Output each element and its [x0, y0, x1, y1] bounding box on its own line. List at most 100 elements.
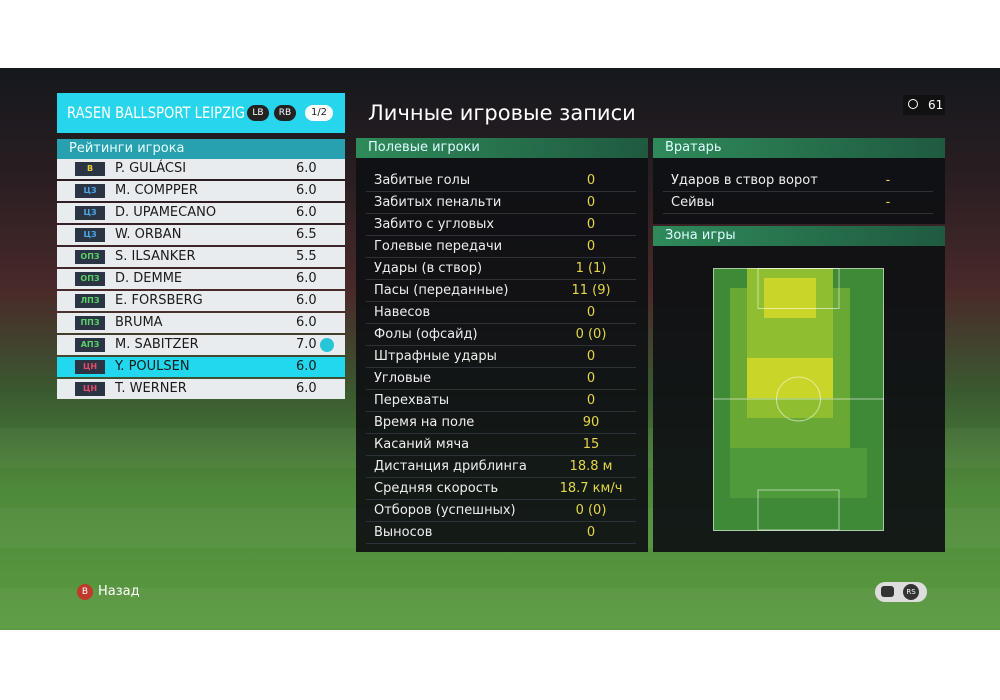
player-row[interactable]: ЦЗ D. UPAMECANO 6.0 [57, 203, 345, 223]
stat-value: 0 [586, 393, 596, 408]
stat-label: Забитых пенальти [374, 195, 502, 210]
player-name: W. ORBAN [115, 227, 182, 242]
goalkeeper-heading: Вратарь [653, 138, 945, 158]
stat-value: 0 [586, 305, 596, 320]
player-row[interactable]: ЛПЗ E. FORSBERG 6.0 [57, 291, 345, 311]
player-name: M. SABITZER [115, 337, 199, 352]
player-rating: 6.0 [296, 271, 317, 286]
stat-row: Удары (в створ) 1 (1) [366, 258, 636, 280]
player-row[interactable]: АПЗ M. SABITZER 7.0 [57, 335, 345, 355]
stat-row: Отборов (успешных) 0 (0) [366, 500, 636, 522]
position-badge: ЛПЗ [75, 294, 105, 308]
stat-value: 0 [586, 173, 596, 188]
lb-button[interactable]: LB [247, 105, 269, 121]
stat-label: Время на поле [374, 415, 475, 430]
stat-row: Угловые 0 [366, 368, 636, 390]
pitch-stripe [0, 588, 1000, 628]
player-rating: 7.0 [296, 337, 317, 352]
stat-label: Угловые [374, 371, 431, 386]
stat-row: Время на поле 90 [366, 412, 636, 434]
stat-label: Пасы (переданные) [374, 283, 509, 298]
stat-label: Сейвы [671, 195, 715, 210]
player-row[interactable]: В P. GULÁCSI 6.0 [57, 159, 345, 179]
player-name: M. COMPPER [115, 183, 198, 198]
player-rating: 6.0 [296, 381, 317, 396]
pitch-lines [713, 268, 884, 531]
stat-value: 0 [586, 525, 596, 540]
player-name: S. ILSANKER [115, 249, 196, 264]
timer-value: 61 [928, 98, 944, 112]
stat-row: Забито с угловых 0 [366, 214, 636, 236]
position-badge: ЦН [75, 382, 105, 396]
position-badge: ЦЗ [75, 228, 105, 242]
stat-row: Сейвы - [663, 192, 933, 214]
back-button-icon[interactable]: B [77, 584, 93, 600]
player-rating: 6.0 [296, 315, 317, 330]
position-badge: ЦЗ [75, 206, 105, 220]
player-name: BRUMA [115, 315, 163, 330]
stat-row: Ударов в створ ворот - [663, 170, 933, 192]
rs-icon: RS [903, 584, 919, 600]
rb-button[interactable]: RB [274, 105, 296, 121]
stat-value: 90 [582, 415, 600, 430]
page-indicator: 1/2 [305, 105, 333, 121]
stat-row: Голевые передачи 0 [366, 236, 636, 258]
heat-zone [764, 278, 816, 318]
position-badge: ЦН [75, 360, 105, 374]
stat-row: Дистанция дриблинга 18.8 м [366, 456, 636, 478]
player-name: D. UPAMECANO [115, 205, 217, 220]
player-rating: 6.0 [296, 205, 317, 220]
stat-label: Голевые передачи [374, 239, 503, 254]
clock-icon [908, 99, 918, 109]
position-badge: АПЗ [75, 338, 105, 352]
zone-heading: Зона игры [653, 226, 945, 246]
stat-value: 0 [586, 371, 596, 386]
stat-label: Ударов в створ ворот [671, 173, 818, 188]
stat-row: Выносов 0 [366, 522, 636, 544]
stat-label: Средняя скорость [374, 481, 499, 496]
stat-value: - [885, 173, 891, 188]
player-rating: 6.0 [296, 161, 317, 176]
team-header: RASEN BALLSPORT LEIPZIG LB RB 1/2 [57, 93, 345, 133]
page-title: Личные игровые записи [368, 101, 636, 125]
stat-row: Штрафные удары 0 [366, 346, 636, 368]
position-badge: ОПЗ [75, 272, 105, 286]
player-name: E. FORSBERG [115, 293, 203, 308]
stat-value: 0 [586, 195, 596, 210]
stat-label: Забито с угловых [374, 217, 495, 232]
player-rating: 6.5 [296, 227, 317, 242]
stat-label: Дистанция дриблинга [374, 459, 527, 474]
stat-value: 0 [586, 239, 596, 254]
stat-label: Штрафные удары [374, 349, 497, 364]
chat-control[interactable]: RS [875, 582, 927, 602]
player-row[interactable]: ОПЗ S. ILSANKER 5.5 [57, 247, 345, 267]
stat-label: Отборов (успешных) [374, 503, 516, 518]
ratings-heading: Рейтинги игрока [57, 139, 345, 159]
position-badge: ЦЗ [75, 184, 105, 198]
player-name: D. DEMME [115, 271, 183, 286]
stat-label: Перехваты [374, 393, 450, 408]
stat-value: 1 (1) [575, 261, 607, 276]
player-row[interactable]: ЦЗ M. COMPPER 6.0 [57, 181, 345, 201]
player-row[interactable]: ЦН T. WERNER 6.0 [57, 379, 345, 399]
timer: 61 [903, 95, 945, 115]
player-rating: 6.0 [296, 293, 317, 308]
stat-row: Навесов 0 [366, 302, 636, 324]
stat-value: 0 [586, 217, 596, 232]
player-name: Y. POULSEN [115, 359, 190, 374]
stat-row: Перехваты 0 [366, 390, 636, 412]
stat-value: 11 (9) [571, 283, 611, 298]
stat-value: 0 (0) [575, 327, 607, 342]
stat-row: Забитых пенальти 0 [366, 192, 636, 214]
player-rating: 5.5 [296, 249, 317, 264]
player-row[interactable]: ЦН Y. POULSEN 6.0 [57, 357, 345, 377]
star-icon [320, 338, 334, 352]
player-row[interactable]: ЦЗ W. ORBAN 6.5 [57, 225, 345, 245]
back-label[interactable]: Назад [98, 584, 140, 599]
stat-row: Фолы (офсайд) 0 (0) [366, 324, 636, 346]
stat-label: Удары (в створ) [374, 261, 483, 276]
player-row[interactable]: ППЗ BRUMA 6.0 [57, 313, 345, 333]
stat-row: Средняя скорость 18.7 км/ч [366, 478, 636, 500]
player-row[interactable]: ОПЗ D. DEMME 6.0 [57, 269, 345, 289]
